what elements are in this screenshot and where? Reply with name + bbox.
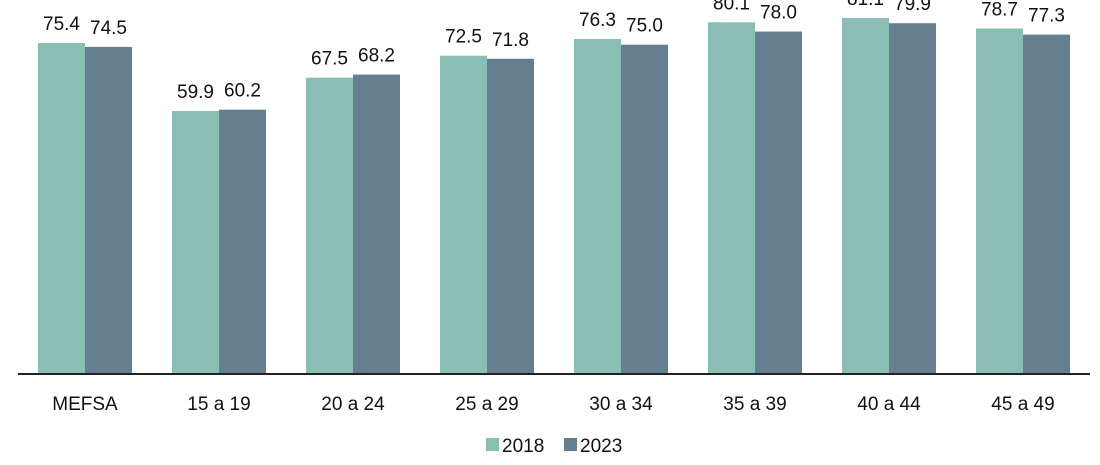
data-label-2023-7: 77.3 <box>1028 6 1065 27</box>
data-label-2023-4: 75.0 <box>626 16 663 37</box>
bar-2018-1 <box>172 111 219 374</box>
legend: 2018 2023 <box>486 436 622 457</box>
data-label-2018-1: 59.9 <box>177 82 214 103</box>
bars-layer <box>38 17 1070 375</box>
data-label-2023-6: 79.9 <box>894 0 931 15</box>
x-tick-label-5: 35 a 39 <box>723 394 786 415</box>
legend-swatch-2023 <box>564 438 577 451</box>
x-tick-label-7: 45 a 49 <box>991 394 1054 415</box>
bar-2023-6 <box>889 23 936 375</box>
bar-2023-4 <box>621 44 668 375</box>
bar-2018-7 <box>976 28 1023 374</box>
bar-2023-2 <box>353 74 400 375</box>
x-tick-label-3: 25 a 29 <box>455 394 518 415</box>
data-label-2018-6: 81.1 <box>847 0 884 10</box>
data-label-2018-0: 75.4 <box>43 14 80 35</box>
x-tick-label-0: MEFSA <box>52 394 118 415</box>
bar-2018-0 <box>38 42 85 374</box>
bar-2018-4 <box>574 39 621 374</box>
x-tick-label-4: 30 a 34 <box>589 394 653 415</box>
bar-2018-2 <box>306 77 353 375</box>
data-label-2018-3: 72.5 <box>445 27 482 48</box>
data-labels-layer: 75.4 74.5 59.9 60.2 67.5 68.2 72.5 71.8 76.3 75.0… <box>43 0 1065 103</box>
bar-2018-6 <box>842 17 889 375</box>
bar-2023-3 <box>487 58 534 374</box>
bar-2023-1 <box>219 109 266 374</box>
data-label-2023-1: 60.2 <box>224 81 261 102</box>
bar-2023-0 <box>85 46 132 374</box>
data-label-2018-7: 78.7 <box>981 0 1018 20</box>
legend-label-2018: 2018 <box>502 436 544 457</box>
data-label-2023-2: 68.2 <box>358 46 395 67</box>
data-label-2023-3: 71.8 <box>492 30 529 51</box>
legend-swatch-2018 <box>486 438 499 451</box>
bar-2023-7 <box>1023 34 1070 374</box>
x-tick-labels: MEFSA 15 a 19 20 a 24 25 a 29 30 a 34 35 a 39… <box>52 394 1054 415</box>
x-tick-label-2: 20 a 24 <box>321 394 385 415</box>
bar-2018-3 <box>440 55 487 374</box>
bar-2018-5 <box>708 22 755 375</box>
data-label-2023-5: 78.0 <box>760 3 797 24</box>
x-tick-label-1: 15 a 19 <box>187 394 250 415</box>
data-label-2018-4: 76.3 <box>579 10 616 31</box>
data-label-2018-5: 80.1 <box>713 0 750 14</box>
data-label-2023-0: 74.5 <box>90 18 127 39</box>
bar-2023-5 <box>755 31 802 375</box>
x-tick-label-6: 40 a 44 <box>857 394 921 415</box>
legend-label-2023: 2023 <box>580 436 622 457</box>
data-label-2018-2: 67.5 <box>311 49 348 70</box>
